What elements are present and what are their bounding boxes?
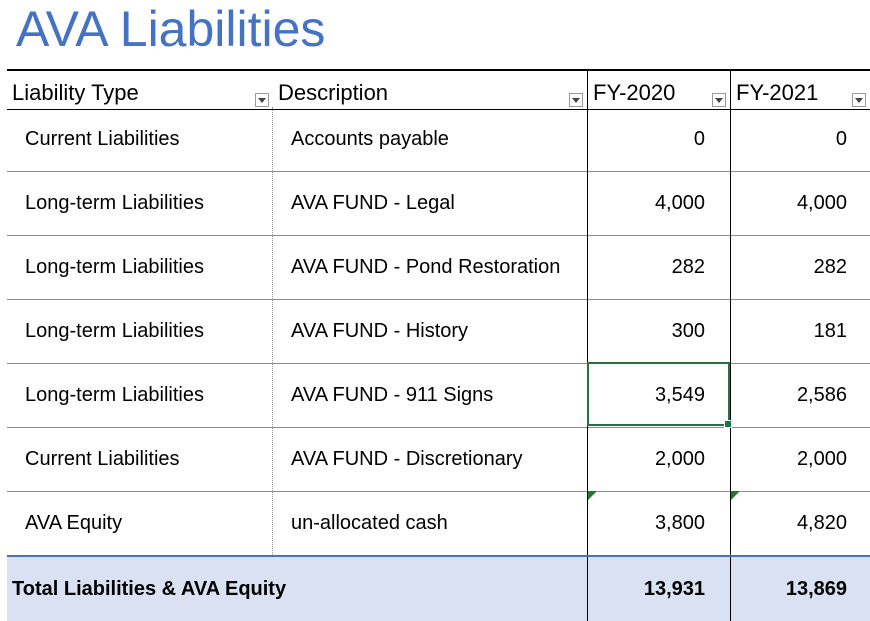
header-label: Description [278, 80, 389, 105]
header-label: Liability Type [12, 80, 139, 105]
cell-liability-type[interactable]: Current Liabilities [7, 427, 273, 491]
cell-description[interactable]: AVA FUND - Discretionary [291, 447, 523, 470]
cell-fy2020[interactable]: 3,800 [587, 491, 730, 555]
table-row: Long-term Liabilities AVA FUND - Pond Re… [7, 235, 870, 300]
cell-fy2021[interactable]: 4,000 [730, 171, 870, 235]
cell-description[interactable]: Accounts payable [291, 127, 449, 150]
cell-description[interactable]: un-allocated cash [291, 511, 448, 534]
table-row: Current Liabilities AVA FUND - Discretio… [7, 427, 870, 492]
cell-liability-type[interactable]: Long-term Liabilities [7, 171, 273, 235]
cell-fy2020[interactable]: 300 [587, 299, 730, 363]
cell-description[interactable]: AVA FUND - Pond Restoration [291, 255, 561, 278]
cell-liability-type[interactable]: AVA Equity [7, 491, 273, 555]
comment-indicator-icon[interactable] [588, 491, 597, 500]
cell-description[interactable]: AVA FUND - History [291, 319, 469, 342]
cell-fy2020[interactable]: 2,000 [587, 427, 730, 491]
total-fy2021[interactable]: 13,869 [730, 557, 870, 621]
cell-fy2021[interactable]: 0 [730, 107, 870, 171]
table-row: Long-term Liabilities AVA FUND - History… [7, 299, 870, 364]
cell-fy2021[interactable]: 4,820 [730, 491, 870, 555]
filter-dropdown-icon[interactable] [255, 93, 269, 107]
cell-description[interactable]: AVA FUND - 911 Signs [291, 383, 494, 406]
cell-fy2020[interactable]: 0 [587, 107, 730, 171]
cell-fy2020[interactable]: 282 [587, 235, 730, 299]
cell-fy2021[interactable]: 2,000 [730, 427, 870, 491]
cell-liability-type[interactable]: Current Liabilities [7, 107, 273, 171]
table-row: AVA Equity un-allocated cash 3,800 4,820 [7, 491, 870, 556]
sheet-title: AVA Liabilities [16, 1, 326, 57]
cell-fy2020[interactable]: 4,000 [587, 171, 730, 235]
cell-fy2020[interactable]: 3,549 [587, 363, 730, 427]
cell-fy2021[interactable]: 2,586 [730, 363, 870, 427]
header-label: FY-2021 [736, 80, 819, 105]
total-fy2020[interactable]: 13,931 [587, 557, 730, 621]
header-cell-liability-type[interactable]: Liability Type [7, 71, 273, 109]
header-cell-description[interactable]: Description [273, 71, 587, 109]
cell-value: 3,800 [654, 511, 705, 534]
table-header-row: Liability Type Description FY-2020 FY-20… [7, 69, 870, 110]
comment-indicator-icon[interactable] [731, 491, 740, 500]
total-label[interactable]: Total Liabilities & AVA Equity [12, 577, 287, 600]
cell-description[interactable]: AVA FUND - Legal [291, 191, 455, 214]
cell-liability-type[interactable]: Long-term Liabilities [7, 363, 273, 427]
filter-dropdown-icon[interactable] [852, 93, 866, 107]
table-row: Current Liabilities Accounts payable 0 0 [7, 107, 870, 172]
header-cell-fy2021[interactable]: FY-2021 [730, 71, 870, 109]
cell-fy2021[interactable]: 181 [730, 299, 870, 363]
table-row: Long-term Liabilities AVA FUND - Legal 4… [7, 171, 870, 236]
filter-dropdown-icon[interactable] [712, 93, 726, 107]
cell-liability-type[interactable]: Long-term Liabilities [7, 299, 273, 363]
total-row: Total Liabilities & AVA Equity 13,931 13… [7, 555, 870, 621]
header-cell-fy2020[interactable]: FY-2020 [587, 71, 730, 109]
cell-fy2021[interactable]: 282 [730, 235, 870, 299]
filter-dropdown-icon[interactable] [569, 93, 583, 107]
cell-value: 4,820 [796, 511, 847, 534]
liabilities-table: Liability Type Description FY-2020 FY-20… [7, 69, 870, 621]
header-label: FY-2020 [593, 80, 676, 105]
table-row: Long-term Liabilities AVA FUND - 911 Sig… [7, 363, 870, 428]
cell-liability-type[interactable]: Long-term Liabilities [7, 235, 273, 299]
